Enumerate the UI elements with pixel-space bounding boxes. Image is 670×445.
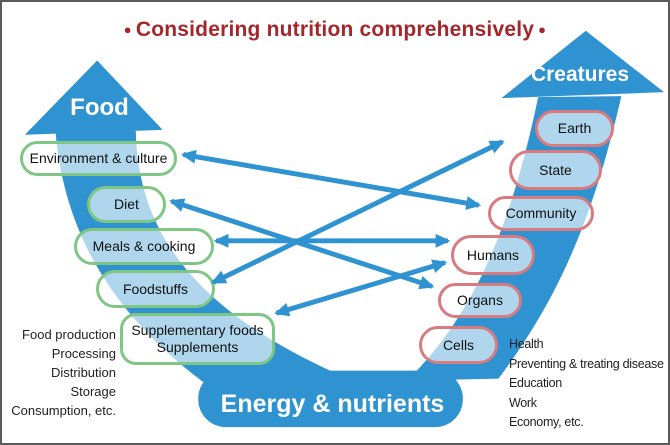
note-line: Education bbox=[509, 376, 562, 390]
note-line: Processing bbox=[51, 346, 116, 361]
pill-humans: Humans bbox=[451, 235, 535, 275]
pill-supplementary-foods: Supplementary foods Supplements bbox=[120, 313, 275, 365]
note-line: Health bbox=[509, 337, 544, 351]
note-line: Storage bbox=[70, 384, 116, 399]
pill-community: Community bbox=[488, 196, 594, 231]
note-line: Work bbox=[509, 395, 537, 410]
pill-meals-cooking: Meals & cooking bbox=[74, 228, 214, 265]
note-line: Preventing & treating disease bbox=[509, 356, 664, 371]
note-line: Distribution bbox=[50, 365, 116, 380]
pill-state: State bbox=[509, 150, 602, 190]
pill-organs: Organs bbox=[438, 283, 522, 318]
title-bullet-right: ● bbox=[538, 22, 547, 37]
page-title: ● Considering nutrition comprehensively ● bbox=[2, 18, 668, 42]
pill-cells: Cells bbox=[419, 326, 498, 364]
title-text: Considering nutrition comprehensively bbox=[135, 18, 535, 41]
left-notes-list: Food production Processing Distribution … bbox=[8, 325, 116, 420]
left-arrow-label: Food bbox=[70, 94, 129, 121]
note-line: Food production bbox=[22, 327, 116, 342]
right-notes-list: Health Preventing & treating disease Edu… bbox=[509, 335, 668, 433]
energy-nutrients-label: Energy & nutrients bbox=[220, 390, 445, 418]
pill-supplementary-line1: Supplementary foods bbox=[131, 322, 264, 339]
right-arrow-label: Creatures bbox=[530, 63, 630, 86]
pill-supplementary-line2: Supplements bbox=[156, 339, 239, 355]
note-line: Consumption, etc. bbox=[11, 403, 116, 418]
pill-diet: Diet bbox=[87, 186, 166, 223]
left-arrow-head bbox=[24, 60, 163, 135]
right-arrow-head bbox=[501, 30, 665, 99]
pill-environment-culture: Environment & culture bbox=[20, 141, 177, 176]
pill-earth: Earth bbox=[535, 110, 614, 147]
energy-blob bbox=[198, 370, 463, 428]
note-line: Economy, etc. bbox=[509, 415, 584, 429]
pill-foodstuffs: Foodstuffs bbox=[96, 270, 215, 308]
title-bullet-left: ● bbox=[123, 22, 132, 37]
